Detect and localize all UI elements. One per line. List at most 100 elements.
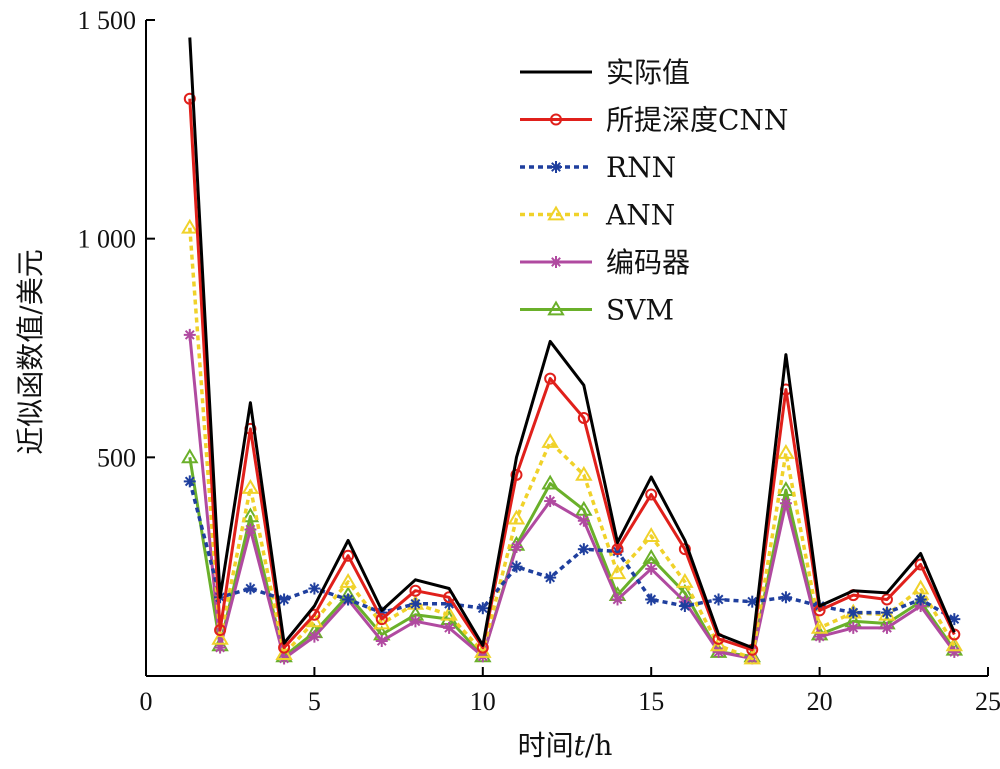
legend-label: 所提深度CNN (606, 104, 788, 137)
x-tick-label: 15 (638, 687, 664, 716)
marker-stroke (444, 622, 455, 633)
data-point (645, 488, 658, 501)
x-tick-label: 5 (308, 687, 321, 716)
series-layer (181, 37, 964, 665)
data-point (847, 606, 860, 619)
marker-stroke (781, 592, 791, 603)
data-point (642, 548, 660, 564)
x-tick-label: 25 (975, 687, 1000, 716)
series-3 (183, 475, 961, 626)
data-point (914, 593, 927, 606)
x-axis-label-part-3: /h (585, 729, 612, 762)
marker-stroke (747, 596, 758, 607)
marker-stroke (915, 594, 926, 605)
legend-entry: 实际值 (520, 56, 690, 89)
data-point (375, 635, 388, 648)
series-line (188, 37, 956, 650)
legend-entry: SVM (520, 294, 674, 327)
data-point (678, 600, 691, 613)
marker-stroke (376, 636, 387, 646)
marker-stroke (511, 561, 522, 572)
legend-marker (550, 113, 562, 126)
data-point (709, 636, 728, 652)
data-point (575, 465, 593, 481)
data-point (544, 571, 557, 584)
data-point (211, 629, 229, 645)
x-axis-label: 时间t/h (518, 729, 613, 762)
marker-stroke (309, 583, 320, 594)
data-point (608, 564, 627, 580)
legend-entry: ANN (520, 199, 675, 232)
data-point (577, 543, 590, 556)
marker-stroke (184, 329, 195, 340)
data-point (510, 540, 523, 553)
y-tick-label: 500 (97, 443, 136, 472)
legend-marker (547, 300, 565, 316)
data-point (544, 372, 557, 385)
legend-label: SVM (606, 294, 674, 327)
series-1 (188, 37, 956, 650)
data-point (945, 636, 964, 652)
legend-label: 编码器 (606, 246, 690, 279)
data-point (645, 593, 658, 606)
marker-stroke (949, 614, 960, 625)
data-point (181, 448, 199, 464)
marker-stroke (279, 594, 289, 605)
data-point (507, 509, 526, 525)
data-point (880, 606, 893, 619)
data-point (712, 593, 725, 606)
data-point (409, 597, 422, 610)
data-point (183, 475, 196, 488)
data-point (339, 573, 357, 588)
data-point (308, 608, 321, 621)
x-tick-label: 0 (140, 687, 153, 716)
series-5 (183, 328, 961, 665)
marker-stroke (184, 476, 195, 487)
marker-stroke (848, 622, 859, 633)
data-point (645, 562, 658, 575)
legend-marker (550, 256, 562, 268)
data-point (476, 602, 489, 615)
data-point (810, 618, 829, 634)
data-point (275, 645, 293, 661)
marker-stroke (545, 572, 556, 583)
series-4 (181, 218, 964, 665)
data-point (214, 624, 227, 637)
data-point (541, 433, 559, 448)
marker-stroke (511, 542, 522, 552)
legend-entry: RNN (520, 151, 676, 184)
marker-stroke (679, 601, 690, 611)
data-point (676, 573, 694, 588)
data-point (244, 523, 257, 536)
legend-marker (550, 161, 562, 173)
marker-stroke (551, 257, 561, 267)
data-point (611, 543, 624, 556)
legend-label: 实际值 (606, 56, 690, 89)
data-point (779, 591, 792, 604)
data-point (544, 495, 557, 508)
data-point (510, 560, 523, 573)
marker-stroke (578, 544, 589, 555)
data-point (241, 478, 260, 494)
data-point (577, 411, 590, 424)
legend-entry: 编码器 (520, 246, 690, 279)
data-point (241, 507, 260, 523)
data-point (743, 649, 761, 665)
data-point (880, 593, 893, 606)
data-point (880, 621, 893, 634)
marker-stroke (551, 162, 561, 172)
data-point (948, 645, 961, 658)
data-point (183, 92, 196, 105)
data-point (440, 605, 458, 621)
marker-stroke (578, 515, 589, 526)
legend-entry: 所提深度CNN (520, 104, 788, 137)
legend-label: RNN (606, 151, 676, 184)
marker-stroke (309, 631, 320, 642)
series-line (188, 334, 956, 660)
x-axis-label-part-2: t (574, 729, 586, 762)
data-point (777, 481, 795, 497)
data-point (878, 605, 896, 621)
data-point (541, 474, 559, 490)
